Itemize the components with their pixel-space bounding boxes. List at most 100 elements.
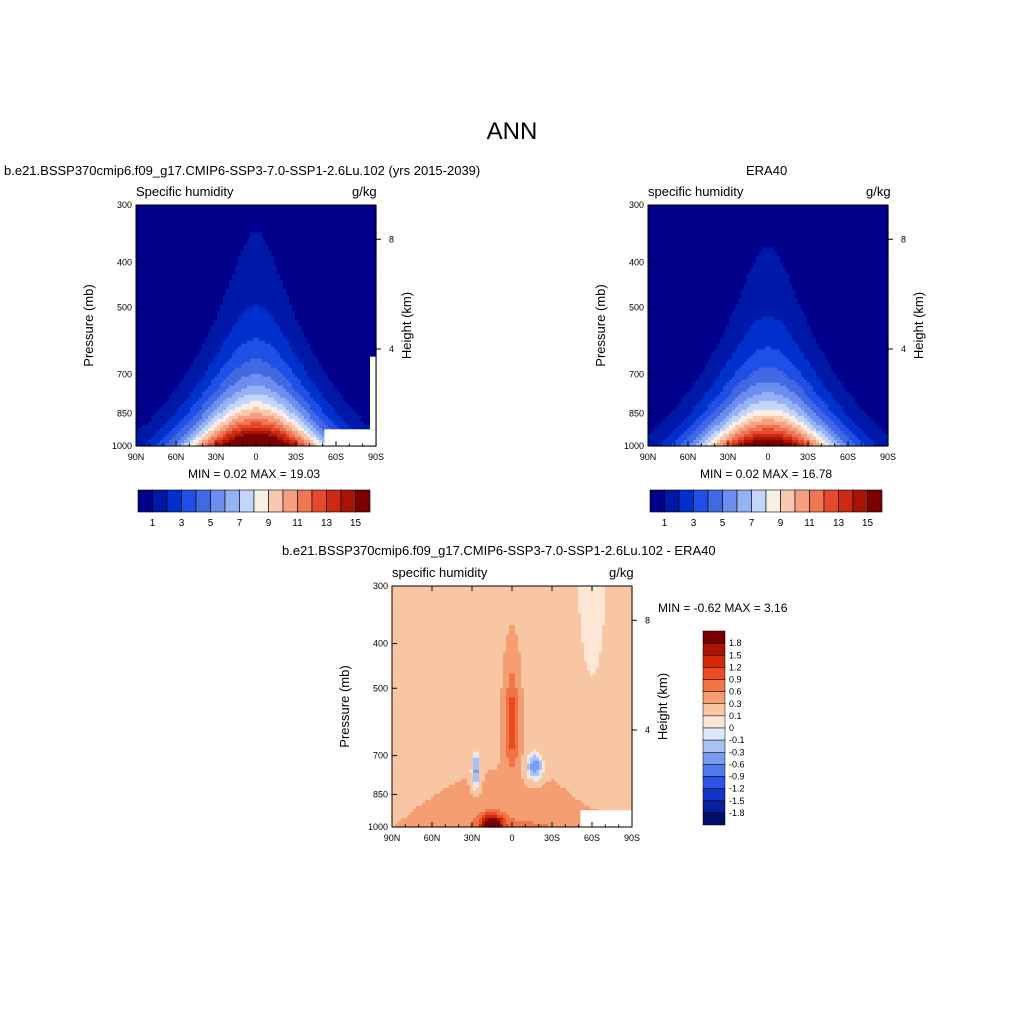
contour-cell [277, 325, 281, 330]
contour-cell [265, 214, 269, 218]
contour-cell [241, 307, 245, 312]
contour-cell [136, 412, 140, 417]
contour-cell [316, 385, 320, 390]
contour-cell [202, 379, 206, 384]
contour-cell [193, 277, 197, 281]
contour-cell [286, 214, 290, 218]
contour-cell [178, 415, 182, 420]
contour-cell [265, 358, 269, 363]
contour-cell [238, 232, 242, 236]
contour-cell [280, 388, 284, 393]
contour-cell [307, 364, 311, 369]
contour-cell [169, 373, 173, 378]
contour-cell [250, 355, 254, 360]
contour-cell [271, 379, 275, 384]
contour-cell [187, 439, 191, 444]
contour-cell [241, 211, 245, 215]
contour-cell [253, 310, 257, 315]
contour-cell [202, 352, 206, 357]
contour-cell [220, 256, 224, 260]
contour-cell [151, 217, 155, 221]
contour-cell [289, 424, 293, 429]
contour-cell [241, 217, 245, 221]
contour-cell [235, 442, 239, 447]
contour-cell [187, 385, 191, 390]
contour-cell [253, 256, 257, 260]
contour-cell [244, 376, 248, 381]
contour-cell [220, 439, 224, 444]
contour-cell [238, 352, 242, 357]
contour-cell [310, 391, 314, 396]
contour-cell [139, 262, 143, 266]
contour-cell [313, 397, 317, 402]
contour-cell [232, 415, 236, 420]
contour-cell [238, 376, 242, 381]
contour-cell [256, 223, 260, 227]
contour-cell [226, 442, 230, 447]
contour-cell [274, 379, 278, 384]
contour-cell [268, 313, 272, 318]
contour-cell [301, 388, 305, 393]
contour-cell [190, 274, 194, 278]
contour-cell [226, 271, 230, 275]
contour-cell [187, 361, 191, 366]
contour-cell [172, 385, 176, 390]
contour-cell [202, 403, 206, 408]
contour-cell [277, 382, 281, 387]
contour-cell [181, 403, 185, 408]
contour-cell [190, 376, 194, 381]
contour-cell [247, 421, 251, 426]
contour-cell [166, 208, 170, 212]
contour-cell [139, 376, 143, 381]
contour-cell [232, 256, 236, 260]
contour-cell [250, 259, 254, 263]
contour-cell [184, 373, 188, 378]
contour-cell [148, 268, 152, 272]
contour-cell [292, 427, 296, 432]
contour-cell [154, 250, 158, 254]
contour-cell [283, 271, 287, 275]
contour-cell [322, 265, 326, 269]
contour-cell [235, 205, 239, 209]
contour-cell [262, 337, 266, 342]
contour-cell [193, 301, 197, 306]
contour-cell [154, 436, 158, 441]
contour-cell [295, 352, 299, 357]
contour-cell [286, 316, 290, 321]
contour-cell [268, 256, 272, 260]
contour-cell [142, 214, 146, 218]
contour-cell [211, 313, 215, 318]
contour-cell [169, 403, 173, 408]
contour-cell [250, 328, 254, 333]
contour-cell [253, 274, 257, 278]
contour-cell [187, 208, 191, 212]
contour-cell [247, 379, 251, 384]
contour-cell [172, 265, 176, 269]
contour-cell [217, 409, 221, 414]
contour-cell [136, 385, 140, 390]
contour-cell [244, 427, 248, 432]
contour-cell [172, 205, 176, 209]
contour-cell [187, 310, 191, 315]
contour-cell [292, 265, 296, 269]
contour-cell [166, 379, 170, 384]
contour-cell [193, 235, 197, 239]
contour-cell [259, 271, 263, 275]
contour-cell [262, 328, 266, 333]
contour-cell [196, 346, 200, 351]
contour-cell [190, 238, 194, 242]
contour-cell [172, 208, 176, 212]
contour-cell [253, 211, 257, 215]
contour-cell [214, 415, 218, 420]
contour-cell [283, 211, 287, 215]
contour-cell [262, 289, 266, 293]
contour-cell [190, 415, 194, 420]
contour-cell [169, 289, 173, 293]
contour-cell [202, 313, 206, 318]
contour-cell [319, 208, 323, 212]
contour-cell [142, 367, 146, 372]
contour-cell [151, 430, 155, 435]
contour-cell [262, 298, 266, 302]
contour-cell [289, 298, 293, 302]
contour-cell [211, 421, 215, 426]
